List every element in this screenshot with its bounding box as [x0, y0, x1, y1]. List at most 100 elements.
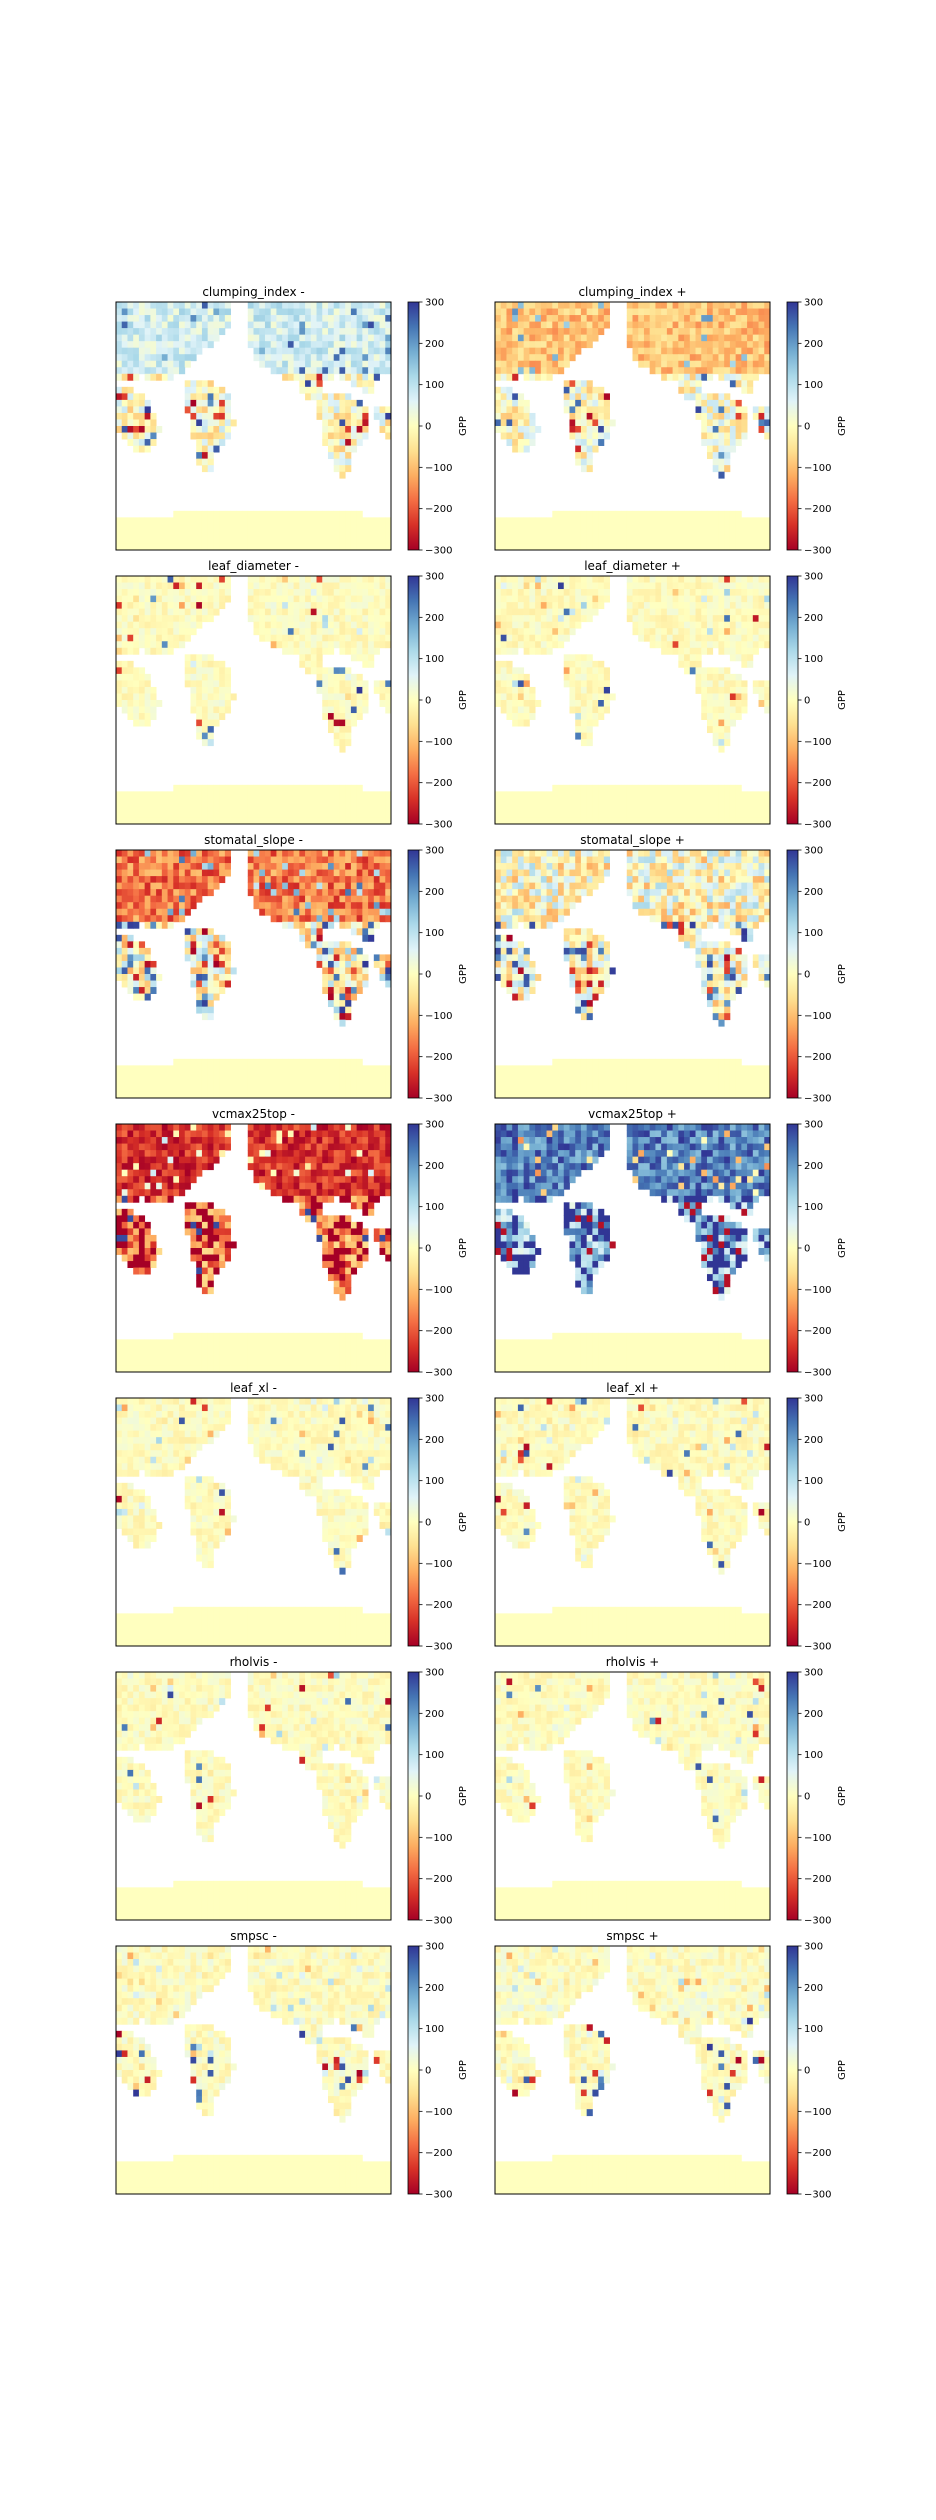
grid-cell	[322, 347, 329, 355]
grid-cell	[282, 791, 289, 799]
grid-cell	[569, 784, 576, 792]
grid-cell	[563, 334, 570, 342]
grid-cell	[362, 693, 369, 701]
grid-cell	[121, 582, 128, 590]
grid-cell	[282, 373, 289, 381]
grid-cell	[207, 432, 214, 440]
grid-cell	[552, 628, 559, 636]
grid-cell	[345, 510, 352, 518]
grid-cell	[672, 647, 679, 655]
grid-cell	[150, 432, 157, 440]
grid-cell	[156, 810, 163, 818]
grid-cell	[672, 589, 679, 596]
grid-cell	[333, 439, 340, 446]
grid-cell	[316, 517, 323, 525]
grid-cell	[724, 523, 731, 531]
grid-cell	[224, 863, 231, 870]
grid-cell	[201, 530, 209, 538]
grid-cell	[150, 817, 157, 825]
grid-cell	[523, 621, 530, 629]
grid-cell	[621, 784, 628, 792]
grid-cell	[500, 412, 507, 420]
colorbar-tick-label: 300	[425, 572, 444, 583]
grid-cell	[558, 608, 565, 616]
grid-cell	[179, 308, 186, 316]
grid-cell	[196, 987, 203, 994]
grid-cell	[558, 615, 565, 623]
grid-cell	[701, 582, 708, 590]
grid-cell	[350, 700, 358, 707]
grid-cell	[339, 804, 346, 812]
grid-cell	[603, 412, 610, 420]
grid-cell	[121, 954, 128, 962]
grid-cell	[138, 406, 146, 414]
grid-cell	[689, 647, 696, 655]
grid-cell	[345, 960, 352, 968]
grid-cell	[512, 713, 519, 720]
grid-cell	[133, 993, 140, 1001]
grid-cell	[735, 426, 742, 433]
grid-cell	[724, 412, 731, 420]
grid-cell	[213, 713, 220, 720]
grid-cell	[661, 347, 668, 355]
grid-cell	[133, 804, 140, 812]
grid-cell	[196, 530, 203, 538]
grid-cell	[569, 673, 576, 681]
grid-cell	[598, 510, 605, 518]
grid-cell	[580, 680, 588, 688]
grid-cell	[540, 615, 547, 623]
grid-cell	[689, 615, 696, 623]
grid-cell	[379, 876, 386, 884]
grid-cell	[638, 347, 645, 355]
grid-cell	[350, 445, 358, 453]
grid-cell	[305, 530, 312, 538]
grid-cell	[569, 615, 576, 623]
grid-cell	[540, 360, 547, 368]
grid-cell	[236, 517, 243, 525]
grid-cell	[121, 576, 128, 583]
grid-cell	[345, 967, 352, 975]
grid-cell	[741, 536, 748, 544]
grid-cell	[603, 517, 610, 525]
grid-cell	[741, 686, 748, 694]
grid-cell	[558, 589, 565, 596]
grid-cell	[764, 686, 771, 694]
grid-cell	[632, 321, 639, 329]
grid-cell	[293, 328, 300, 336]
grid-cell	[213, 1058, 220, 1066]
grid-cell	[310, 1078, 317, 1086]
grid-cell	[643, 341, 651, 349]
grid-cell	[316, 373, 323, 381]
grid-cell	[127, 412, 134, 420]
grid-cell	[638, 634, 645, 642]
grid-cell	[661, 615, 668, 623]
grid-cell	[127, 1071, 134, 1079]
grid-cell	[184, 582, 191, 590]
grid-cell	[368, 602, 375, 610]
grid-cell	[512, 308, 519, 316]
grid-cell	[385, 595, 392, 603]
grid-cell	[116, 1065, 123, 1073]
grid-cell	[201, 1084, 209, 1092]
grid-cell	[345, 1006, 352, 1014]
grid-cell	[247, 850, 254, 857]
grid-cell	[385, 791, 392, 799]
grid-cell	[684, 321, 691, 329]
grid-cell	[339, 641, 346, 649]
grid-cell	[523, 445, 530, 453]
grid-cell	[729, 693, 737, 701]
grid-cell	[121, 523, 128, 531]
grid-cell	[718, 426, 725, 433]
grid-cell	[322, 713, 329, 720]
grid-cell	[678, 321, 685, 329]
grid-cell	[729, 419, 737, 427]
grid-cell	[282, 869, 289, 877]
grid-cell	[333, 608, 340, 616]
grid-cell	[316, 321, 323, 329]
grid-cell	[339, 797, 346, 805]
grid-cell	[368, 869, 375, 877]
grid-cell	[127, 608, 134, 616]
grid-cell	[529, 523, 536, 531]
grid-cell	[299, 654, 306, 662]
grid-cell	[643, 517, 651, 525]
